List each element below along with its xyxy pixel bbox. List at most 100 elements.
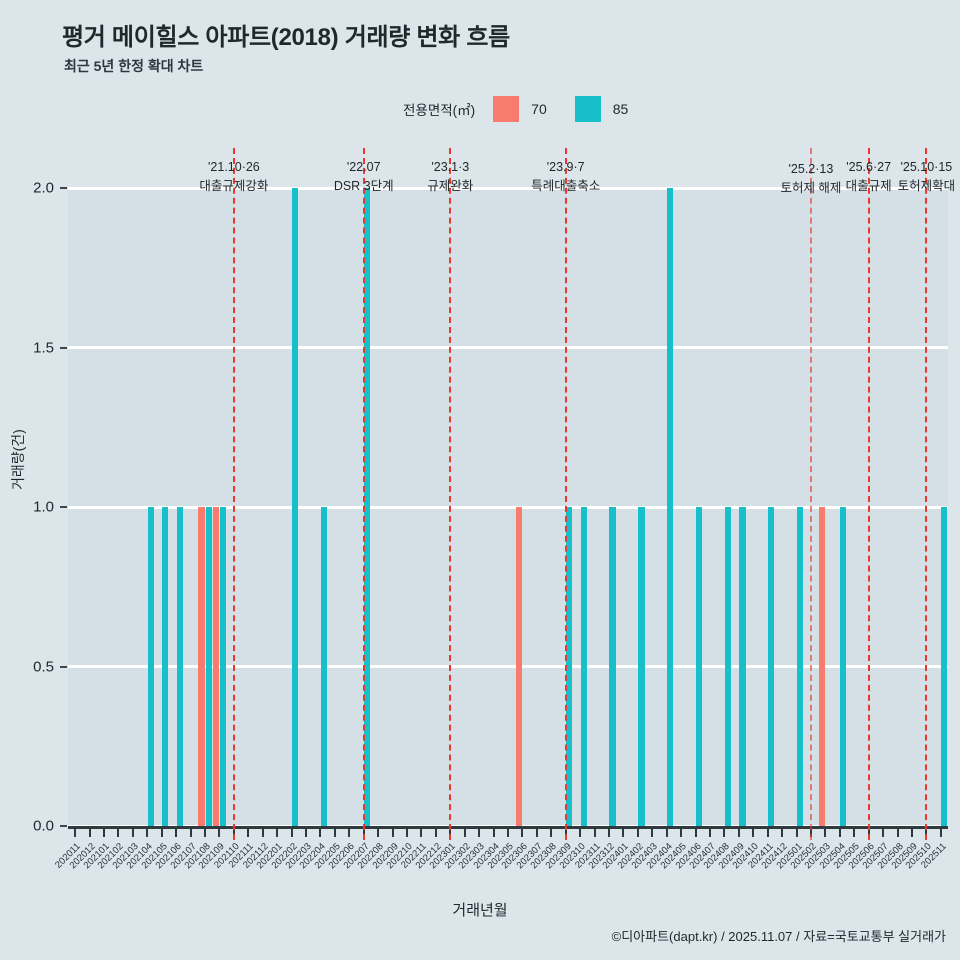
x-tick-mark <box>189 826 192 837</box>
grid-line <box>68 186 948 190</box>
bar-85-202312 <box>609 507 616 826</box>
event-line-202506 <box>867 148 870 840</box>
x-tick-mark <box>665 826 668 837</box>
bar-85-202310 <box>580 507 587 826</box>
x-tick-mark <box>478 826 481 837</box>
bar-85-202406 <box>696 507 703 826</box>
x-tick-mark <box>247 826 250 837</box>
event-date: '23.1·3 <box>431 160 470 174</box>
x-tick-mark <box>824 826 827 837</box>
event-annotation-202510: '25.10·15 토허제확대 <box>898 158 956 197</box>
bar-70-202109 <box>212 507 219 826</box>
event-line-202207 <box>362 148 365 840</box>
x-tick-mark <box>680 826 683 837</box>
bar-85-202511 <box>941 507 948 826</box>
event-text: 규제완화 <box>427 179 474 194</box>
event-line-202502 <box>809 148 812 840</box>
x-tick-mark <box>550 826 553 837</box>
x-tick-mark <box>391 826 394 837</box>
x-tick-mark <box>261 826 264 837</box>
y-tick-label: 1.0 <box>33 498 54 516</box>
event-text: 토허제확대 <box>897 179 956 194</box>
event-line-202110 <box>232 148 235 840</box>
x-tick-mark <box>276 826 279 837</box>
x-tick-mark <box>507 826 509 837</box>
event-date: '25.6·27 <box>846 160 892 174</box>
bar-85-202309 <box>566 507 573 826</box>
x-tick-mark <box>103 826 106 837</box>
y-tick-mark <box>60 346 67 349</box>
bar-85-202408 <box>724 507 732 826</box>
x-tick-mark <box>939 826 942 837</box>
y-tick-label: 0.5 <box>33 658 54 675</box>
bar-85-202411 <box>768 507 775 826</box>
y-tick-label: 2.0 <box>33 179 54 197</box>
x-tick-mark <box>74 826 77 837</box>
x-tick-mark <box>117 826 120 837</box>
chart-legend: 전용면적(㎡) 70 85 <box>403 96 628 122</box>
legend-swatch-70 <box>493 96 520 122</box>
event-annotation-202309: '23.9·7 특례대출축소 <box>531 158 600 197</box>
x-tick-mark <box>910 826 913 837</box>
x-tick-mark <box>521 826 524 837</box>
x-tick-mark <box>406 826 409 837</box>
x-tick-mark <box>737 826 740 837</box>
bar-85-202402 <box>638 507 645 826</box>
y-axis-label: 거래량(건) <box>10 429 26 490</box>
legend-swatch-85 <box>574 96 601 122</box>
grid-line <box>68 346 948 349</box>
event-line-202301 <box>449 148 452 840</box>
x-tick-mark <box>579 826 582 837</box>
x-tick-mark <box>218 826 221 837</box>
x-tick-mark <box>593 826 596 837</box>
event-text: 대출규제 <box>845 179 892 194</box>
x-tick-mark <box>607 826 610 837</box>
x-tick-mark <box>723 826 726 837</box>
x-tick-mark <box>838 826 841 837</box>
bar-70-202306 <box>515 507 522 826</box>
bar-85-202204 <box>320 507 328 826</box>
x-tick-mark <box>175 826 178 837</box>
bar-85-202202 <box>292 188 299 826</box>
page-title: 평거 메이힐스 아파트(2018) 거래량 변화 흐름 <box>62 24 510 51</box>
bar-85-202109 <box>219 507 227 826</box>
x-tick-mark <box>694 826 697 837</box>
event-annotation-202207: '22.07 DSR 3단계 <box>334 158 394 197</box>
x-tick-mark <box>333 826 336 837</box>
y-tick-mark <box>60 825 67 827</box>
event-text: 대출규제강화 <box>199 179 269 194</box>
chart-credit: ©디아파트(dapt.kr) / 2025.11.07 / 자료=국토교통부 실… <box>611 929 946 944</box>
x-tick-mark <box>463 826 466 837</box>
x-tick-mark <box>781 826 784 837</box>
x-tick-mark <box>160 826 163 837</box>
x-tick-mark <box>146 826 149 837</box>
x-tick-mark <box>305 826 308 837</box>
bar-85-202504 <box>840 507 847 826</box>
event-date: '21.10·26 <box>208 160 260 174</box>
x-tick-mark <box>882 826 885 837</box>
x-tick-mark <box>651 826 654 837</box>
x-tick-mark <box>492 826 495 837</box>
x-tick-mark <box>377 826 380 837</box>
bar-70-202108 <box>198 507 205 826</box>
legend-label-85: 85 <box>612 101 629 117</box>
y-tick-mark <box>60 665 67 668</box>
bar-85-202104 <box>147 507 155 826</box>
x-tick-mark <box>434 826 437 837</box>
y-tick-label: 0.0 <box>33 817 54 835</box>
page-subtitle: 최근 5년 한정 확대 차트 <box>64 58 204 74</box>
x-tick-mark <box>766 826 769 837</box>
x-tick-mark <box>708 826 711 837</box>
event-annotation-202502: '25.2·13 토허제 해제 <box>780 160 841 199</box>
legend-title: 전용면적(㎡) <box>403 103 476 118</box>
event-date: '22.07 <box>346 160 381 174</box>
x-tick-mark <box>752 826 755 837</box>
bar-85-202106 <box>176 507 183 826</box>
x-tick-mark <box>896 826 899 837</box>
x-tick-mark <box>131 826 134 837</box>
bar-85-202501 <box>797 507 804 826</box>
event-annotation-202301: '23.1·3 규제완화 <box>427 158 473 197</box>
event-line-202309 <box>564 148 567 840</box>
bar-70-202503 <box>818 507 825 826</box>
event-text: DSR 3단계 <box>333 179 394 194</box>
